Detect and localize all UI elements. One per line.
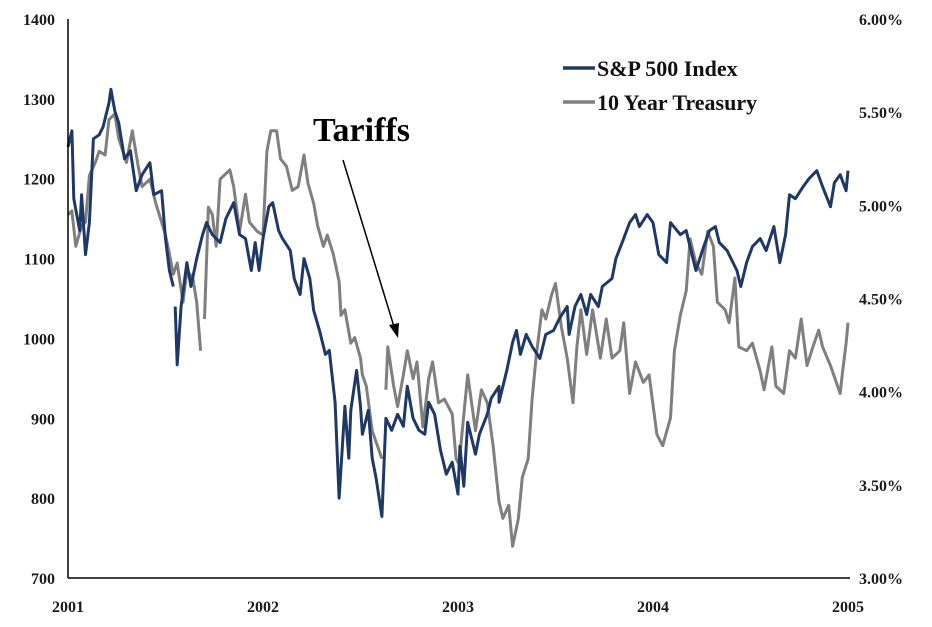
y2-tick-label: 5.00% (859, 198, 903, 215)
annotation-label: Tariffs (313, 112, 410, 149)
legend-label-sp500: S&P 500 Index (597, 56, 738, 81)
y2-tick-label: 4.50% (859, 292, 903, 309)
x-tick-label: 2002 (247, 599, 279, 616)
y2-tick-label: 5.50% (859, 105, 903, 122)
tariffs-annotation: Tariffs (313, 112, 410, 338)
x-tick-label: 2001 (52, 599, 84, 616)
legend-label-treasury: 10 Year Treasury (597, 90, 757, 115)
y-tick-label: 900 (31, 411, 55, 428)
y-tick-label: 1200 (23, 172, 55, 189)
y2-tick-label: 3.50% (859, 478, 903, 495)
x-tick-label: 2004 (637, 599, 669, 616)
y2-tick-label: 6.00% (859, 12, 903, 29)
legend-item-sp500: S&P 500 Index (563, 56, 738, 81)
y-tick-label: 1300 (23, 92, 55, 109)
y2-tick-label: 3.00% (859, 571, 903, 588)
left-axis-ticks: 1400 1300 1200 1100 1000 900 800 700 (23, 12, 55, 588)
arrow-head-icon (389, 323, 399, 338)
x-tick-label: 2003 (442, 599, 474, 616)
x-tick-label: 2005 (832, 599, 864, 616)
legend-item-treasury: 10 Year Treasury (563, 90, 757, 115)
annotation-arrow (342, 159, 396, 331)
y2-tick-label: 4.00% (859, 385, 903, 402)
right-axis-ticks: 6.00% 5.50% 5.00% 4.50% 4.00% 3.50% 3.00% (859, 12, 903, 588)
x-axis-ticks: 2001 2002 2003 2004 2005 (52, 599, 864, 616)
legend: S&P 500 Index 10 Year Treasury (563, 56, 757, 115)
y-tick-label: 800 (31, 491, 55, 508)
series-line-sp500 (66, 87, 850, 518)
y-tick-label: 700 (31, 571, 55, 588)
y-tick-label: 1400 (23, 12, 55, 29)
y-tick-label: 1000 (23, 331, 55, 348)
y-tick-label: 1100 (24, 252, 55, 269)
series-lines (66, 87, 850, 548)
